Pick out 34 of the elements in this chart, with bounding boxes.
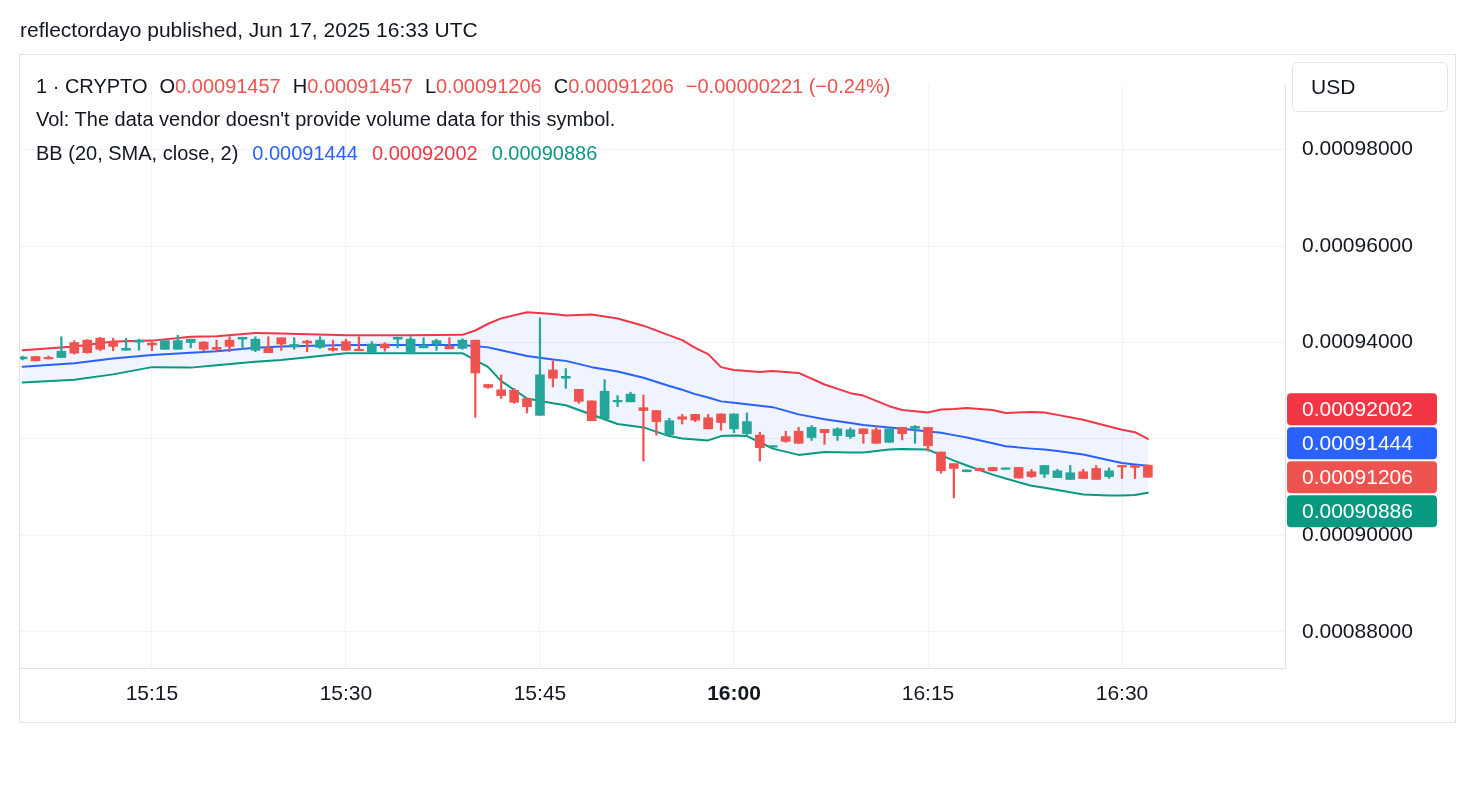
x-tick-label: 16:15: [901, 681, 955, 705]
annotation: O0.00091457: [159, 75, 281, 97]
text: 0.00092002: [371, 142, 478, 164]
text: 0.00090886: [1302, 499, 1413, 523]
text: Vol: The data vendor doesn't provide volume data for this symbol.: [36, 108, 616, 130]
y-tick-label: 0.00090000: [1302, 522, 1413, 546]
chart-title: 1 · CRYPTO: [36, 75, 148, 97]
y-tick-label: 0.00088000: [1302, 618, 1413, 642]
text: 0.00092002: [1302, 397, 1413, 421]
text: 0.00091444: [1302, 431, 1414, 455]
candlestick: [418, 337, 429, 349]
annotation: H0.00091457: [292, 75, 413, 97]
text: 0.00091206: [1302, 465, 1413, 489]
legend-title: BB (20, SMA, close, 2): [36, 142, 239, 164]
x-tick-label: 15:45: [513, 681, 567, 705]
x-tick-label: 16:00: [707, 681, 761, 705]
annotation: −0.00000221 (−0.24%): [685, 75, 891, 97]
x-tick-label: 16:30: [1095, 681, 1149, 705]
text: 0.00090886: [491, 142, 598, 164]
annotation: L0.00091206: [424, 75, 542, 97]
candlestick: [237, 336, 248, 350]
text: 0.00091444: [252, 142, 358, 164]
x-tick-label: 15:15: [125, 681, 179, 705]
x-tick-label: 15:30: [319, 681, 373, 705]
candlestick: [444, 337, 455, 350]
text: reflectordayo published, Jun 17, 2025 16:33 UTC: [20, 18, 478, 41]
y-tick-label: 0.00094000: [1302, 329, 1413, 353]
candlestick: [211, 339, 222, 352]
annotation: C0.00091206: [553, 75, 674, 97]
y-tick-label: 0.00098000: [1302, 136, 1413, 160]
candlestick: [638, 394, 649, 462]
candlestick: [819, 429, 830, 445]
y-axis-title: USD: [1311, 75, 1356, 98]
y-tick-label: 0.00096000: [1302, 232, 1413, 256]
